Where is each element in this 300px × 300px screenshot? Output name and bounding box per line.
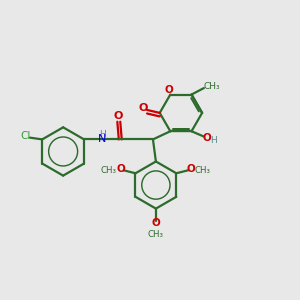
Text: CH₃: CH₃ xyxy=(148,230,164,239)
Text: O: O xyxy=(202,133,211,143)
Text: O: O xyxy=(117,164,126,174)
Text: N: N xyxy=(98,134,106,144)
Text: CH₃: CH₃ xyxy=(101,167,117,176)
Text: H: H xyxy=(99,130,105,139)
Text: H: H xyxy=(210,136,217,145)
Text: O: O xyxy=(114,111,123,122)
Text: O: O xyxy=(152,218,160,228)
Text: CH₃: CH₃ xyxy=(195,167,211,176)
Text: CH₃: CH₃ xyxy=(204,82,220,91)
Text: Cl: Cl xyxy=(20,131,31,141)
Text: O: O xyxy=(164,85,173,95)
Text: O: O xyxy=(139,103,148,113)
Text: O: O xyxy=(186,164,195,174)
